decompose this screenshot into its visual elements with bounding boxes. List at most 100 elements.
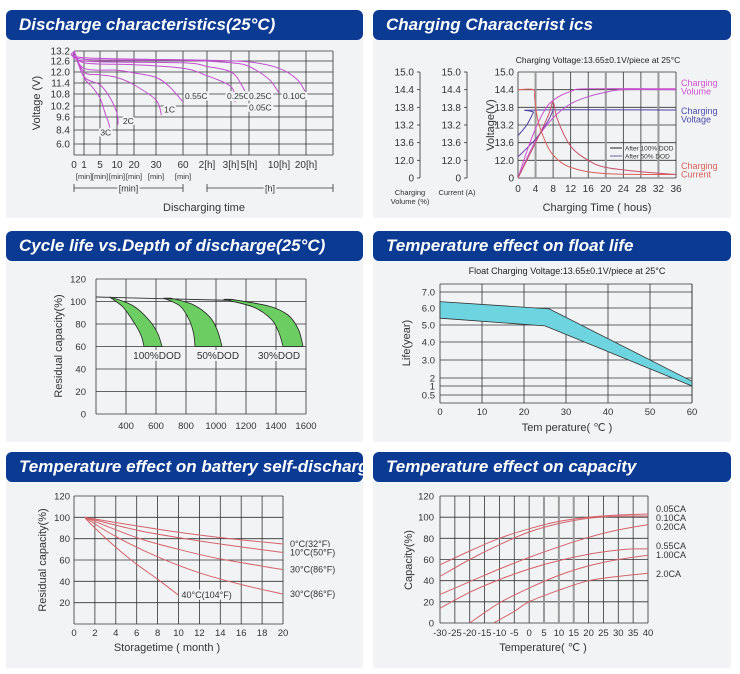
- series-label: 0.10CA: [656, 513, 686, 523]
- x-tick-label: 5: [97, 160, 103, 171]
- secondary-axis-tick-label: 0: [408, 174, 414, 185]
- y-tick-label: 6.0: [56, 140, 70, 151]
- x-tick-label: 18: [257, 628, 268, 639]
- secondary-axis-tick-label: 12.0: [442, 156, 462, 167]
- y-tick-label: 100: [54, 513, 70, 524]
- series-side-label: Charging: [681, 161, 718, 171]
- y-tick-label: 9.6: [56, 113, 70, 124]
- x-tick-sublabel: [min]: [148, 172, 164, 181]
- x-tick-label: 28: [635, 184, 647, 195]
- y-tick-label: 40: [423, 576, 434, 587]
- x-tick-label: 4: [533, 184, 539, 195]
- panel-title-capacity: Temperature effect on capacity: [373, 452, 731, 482]
- y-tick-label: 20: [423, 597, 434, 608]
- x-tick-label: 50: [645, 407, 656, 418]
- x-tick-label: 8: [155, 628, 160, 639]
- y-tick-label: 12.0: [51, 68, 71, 79]
- x-tick-label: -5: [510, 628, 518, 639]
- panel-float-life-body: [373, 260, 731, 442]
- x-tick-label: 0: [71, 628, 76, 639]
- charging-curve: [517, 109, 554, 158]
- y-tick-label: 10.8: [51, 90, 71, 101]
- x-axis-label: Storagetime ( month ): [114, 642, 220, 654]
- self-discharge-curve: [84, 516, 284, 553]
- discharge-curve: [72, 50, 280, 94]
- discharge-curve: [73, 50, 119, 125]
- panel-charging-body: [373, 40, 731, 218]
- y-tick-label: 80: [59, 534, 70, 545]
- y-tick-label: 80: [75, 320, 86, 331]
- x-tick-label: 400: [118, 421, 134, 432]
- y-axis-label: Residual capacity(%): [37, 508, 49, 611]
- x-tick-label: 800: [178, 421, 194, 432]
- y-tick-label: 20: [75, 387, 86, 398]
- x-tick-label: 32: [653, 184, 665, 195]
- y-tick-label: 60: [75, 342, 86, 353]
- initial-capacity-line: [95, 296, 232, 301]
- y-tick-label: 14.4: [495, 85, 515, 96]
- x-tick-sublabel: [min]: [126, 172, 142, 181]
- series-label: 10°C(50°F): [290, 548, 335, 558]
- curve-label: 2C: [123, 116, 134, 126]
- y-tick-label: 120: [54, 492, 70, 503]
- x-tick-label: 4: [113, 628, 118, 639]
- discharge-curve: [73, 50, 111, 128]
- y-tick-label: 4.0: [422, 338, 435, 349]
- x-tick-label: 10: [554, 628, 565, 639]
- y-axis-label: Voltage(V): [485, 99, 497, 150]
- y-axis-label: Residual capacity(%): [53, 294, 65, 397]
- dod-label: 100%DOD: [133, 351, 181, 362]
- discharge-curve: [70, 50, 307, 94]
- series-label: 40°C(104°F): [182, 590, 232, 600]
- series-label: 0.55CA: [656, 541, 686, 551]
- series-label: 30°C(86°F): [290, 565, 335, 575]
- x-range-label: [h]: [265, 184, 275, 194]
- x-axis-label: Charging Time ( hous): [543, 202, 652, 214]
- curve-label: 0.05C: [249, 103, 272, 113]
- x-tick-label: 20: [583, 628, 594, 639]
- x-range-label: [min]: [119, 184, 139, 194]
- x-tick-label: -20: [463, 628, 477, 639]
- secondary-axis-tick-label: 13.8: [442, 103, 462, 114]
- secondary-axis-tick-label: 13.6: [395, 138, 415, 149]
- x-tick-label: 12: [565, 184, 577, 195]
- panel-title-cycle-life: Cycle life vs.Depth of discharge(25°C): [6, 231, 363, 261]
- secondary-axis-tick-label: 14.4: [395, 85, 415, 96]
- x-tick-label: 10: [111, 160, 123, 171]
- y-tick-label: 3.0: [422, 356, 435, 367]
- series-side-label: Current: [681, 170, 712, 180]
- x-tick-label: 16: [236, 628, 247, 639]
- x-tick-label: 36: [670, 184, 682, 195]
- curve-label: 1C: [164, 104, 175, 114]
- charging-curve: [517, 88, 677, 179]
- dod-label: 30%DOD: [258, 351, 300, 362]
- capacity-curve: [439, 548, 649, 609]
- dod-band: [163, 297, 223, 347]
- y-tick-label: 13.2: [495, 121, 515, 132]
- charging-curve: [517, 88, 677, 175]
- y-tick-label: 60: [59, 556, 70, 567]
- y-tick-label: 12.0: [495, 156, 515, 167]
- x-tick-label: 6: [134, 628, 139, 639]
- x-tick-label: 10[h]: [268, 160, 290, 171]
- y-tick-label: 0.5: [422, 391, 435, 402]
- x-tick-label: 2: [92, 628, 97, 639]
- x-tick-label: 1600: [295, 421, 316, 432]
- y-tick-label: 40: [75, 365, 86, 376]
- panel-capacity-body: [373, 481, 731, 668]
- y-tick-label: 120: [70, 275, 86, 286]
- y-axis-label: Voltage (V): [31, 76, 43, 130]
- series-label: 0.05CA: [656, 504, 686, 514]
- y-tick-label: 7.0: [422, 288, 435, 299]
- self-discharge-curve: [84, 516, 284, 571]
- x-tick-label: 12: [194, 628, 205, 639]
- x-tick-label: 40: [603, 407, 614, 418]
- series-side-label: Charging: [681, 106, 718, 116]
- y-tick-label: 20: [59, 598, 70, 609]
- x-tick-label: 20: [128, 160, 140, 171]
- capacity-curve: [439, 524, 649, 595]
- charging-curve: [517, 101, 677, 179]
- self-discharge-curve: [84, 516, 284, 595]
- y-tick-label: 13.8: [495, 103, 515, 114]
